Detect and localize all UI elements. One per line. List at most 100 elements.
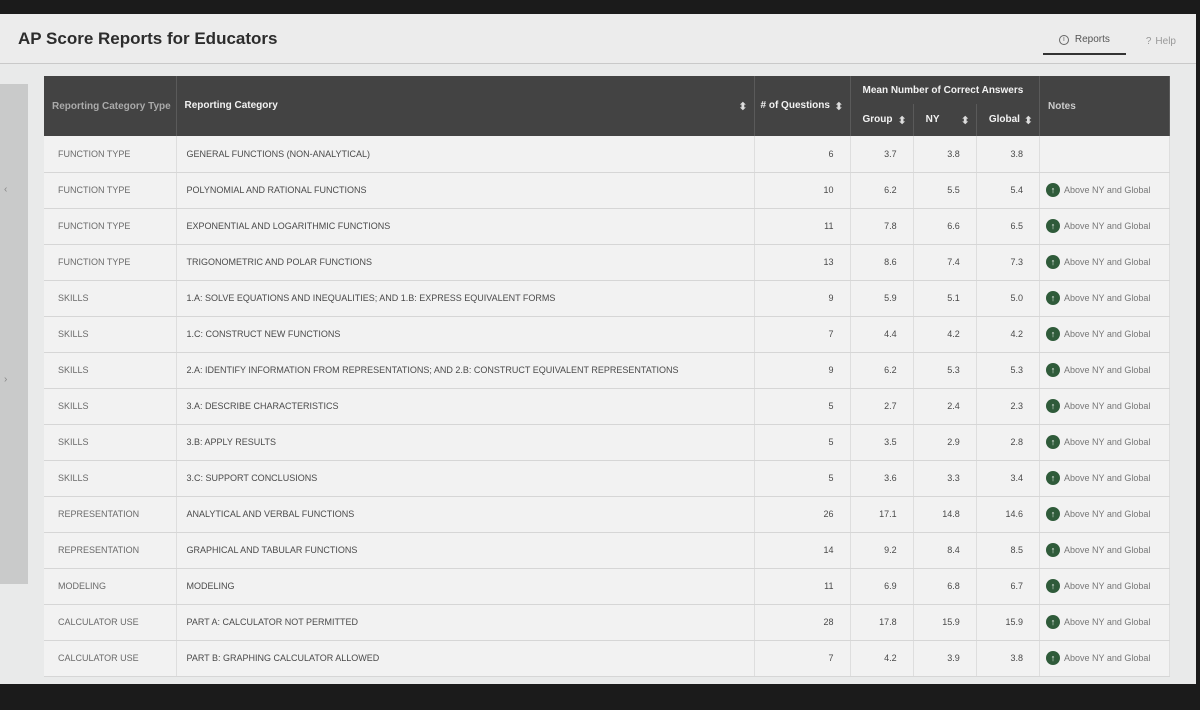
- expand-arrow-icon[interactable]: ›: [4, 374, 8, 385]
- cell-category: 3.C: SUPPORT CONCLUSIONS: [176, 460, 755, 497]
- note-text: Above NY and Global: [1064, 257, 1151, 267]
- arrow-up-circle-icon: ↑: [1046, 435, 1060, 449]
- cell-notes: ↑ Above NY and Global: [1039, 280, 1170, 317]
- cell-group-mean: 3.6: [850, 460, 914, 497]
- note-text: Above NY and Global: [1064, 653, 1151, 663]
- cell-notes: ↑ Above NY and Global: [1039, 460, 1170, 497]
- header-ny[interactable]: NY ⬍: [913, 104, 977, 136]
- cell-ny-mean: 3.8: [913, 136, 977, 173]
- arrow-up-circle-icon: ↑: [1046, 327, 1060, 341]
- sort-icon[interactable]: ⬍: [738, 100, 748, 113]
- cell-category-type: FUNCTION TYPE: [44, 136, 177, 173]
- nav-help-link[interactable]: ? Help: [1146, 36, 1176, 47]
- cell-category-type: FUNCTION TYPE: [44, 244, 177, 281]
- sort-icon[interactable]: ⬍: [1023, 114, 1033, 127]
- cell-group-mean: 17.8: [850, 604, 914, 641]
- table-row: SKILLS 1.C: CONSTRUCT NEW FUNCTIONS 7 4.4 4.…: [44, 316, 1170, 353]
- cell-global-mean: 3.8: [976, 136, 1041, 173]
- cell-ny-mean: 3.9: [913, 640, 977, 677]
- cell-category-type: SKILLS: [44, 352, 177, 389]
- table-row: FUNCTION TYPE GENERAL FUNCTIONS (NON-ANAL…: [44, 136, 1170, 173]
- cell-notes: ↑ Above NY and Global: [1039, 532, 1170, 569]
- cell-ny-mean: 5.3: [913, 352, 977, 389]
- cell-category: MODELING: [176, 568, 755, 605]
- cell-questions: 5: [754, 388, 851, 425]
- sort-icon[interactable]: ⬍: [834, 100, 844, 113]
- cell-global-mean: 2.3: [976, 388, 1041, 425]
- cell-notes: ↑ Above NY and Global: [1039, 208, 1170, 245]
- cell-global-mean: 6.7: [976, 568, 1041, 605]
- cell-questions: 11: [754, 568, 851, 605]
- arrow-up-circle-icon: ↑: [1046, 219, 1060, 233]
- cell-category: GENERAL FUNCTIONS (NON-ANALYTICAL): [176, 136, 755, 173]
- side-panel-strip: ‹ ›: [0, 84, 28, 584]
- arrow-up-circle-icon: ↑: [1046, 399, 1060, 413]
- cell-group-mean: 8.6: [850, 244, 914, 281]
- note-text: Above NY and Global: [1064, 509, 1151, 519]
- cell-global-mean: 5.3: [976, 352, 1041, 389]
- cell-category: PART A: CALCULATOR NOT PERMITTED: [176, 604, 755, 641]
- sort-icon[interactable]: ⬍: [960, 114, 970, 127]
- cell-notes: ↑ Above NY and Global: [1039, 568, 1170, 605]
- cell-group-mean: 3.5: [850, 424, 914, 461]
- cell-notes: ↑ Above NY and Global: [1039, 388, 1170, 425]
- cell-group-mean: 4.2: [850, 640, 914, 677]
- header-group[interactable]: Group ⬍: [850, 104, 914, 136]
- arrow-up-circle-icon: ↑: [1046, 363, 1060, 377]
- header-reporting-category-type[interactable]: Reporting Category Type: [44, 76, 177, 136]
- cell-category-type: REPRESENTATION: [44, 496, 177, 533]
- cell-notes: ↑ Above NY and Global: [1039, 316, 1170, 353]
- cell-global-mean: 14.6: [976, 496, 1041, 533]
- cell-notes: ↑ Above NY and Global: [1039, 496, 1170, 533]
- table-row: SKILLS 2.A: IDENTIFY INFORMATION FROM REP…: [44, 352, 1170, 389]
- cell-global-mean: 3.4: [976, 460, 1041, 497]
- cell-category: 3.B: APPLY RESULTS: [176, 424, 755, 461]
- arrow-up-circle-icon: ↑: [1046, 543, 1060, 557]
- cell-category-type: CALCULATOR USE: [44, 640, 177, 677]
- nav-reports-tab[interactable]: i Reports: [1042, 28, 1126, 55]
- cell-global-mean: 6.5: [976, 208, 1041, 245]
- cell-category: ANALYTICAL AND VERBAL FUNCTIONS: [176, 496, 755, 533]
- cell-ny-mean: 5.1: [913, 280, 977, 317]
- table-row: SKILLS 3.C: SUPPORT CONCLUSIONS 5 3.6 3.3 3.4…: [44, 460, 1170, 497]
- cell-ny-mean: 4.2: [913, 316, 977, 353]
- cell-category-type: FUNCTION TYPE: [44, 172, 177, 209]
- cell-category: PART B: GRAPHING CALCULATOR ALLOWED: [176, 640, 755, 677]
- cell-category-type: SKILLS: [44, 388, 177, 425]
- nav-reports-label: Reports: [1074, 34, 1110, 45]
- header-reporting-category[interactable]: Reporting Category ⬍: [176, 76, 755, 136]
- note-text: Above NY and Global: [1064, 185, 1151, 195]
- cell-notes: ↑ Above NY and Global: [1039, 352, 1170, 389]
- header-num-questions[interactable]: # of Questions ⬍: [754, 76, 851, 136]
- cell-global-mean: 7.3: [976, 244, 1041, 281]
- table-row: CALCULATOR USE PART A: CALCULATOR NOT PER…: [44, 604, 1170, 641]
- arrow-up-circle-icon: ↑: [1046, 579, 1060, 593]
- cell-group-mean: 3.7: [850, 136, 914, 173]
- report-table-container: Reporting Category Type Reporting Catego…: [44, 76, 1170, 677]
- table-row: SKILLS 1.A: SOLVE EQUATIONS AND INEQUALIT…: [44, 280, 1170, 317]
- cell-global-mean: 15.9: [976, 604, 1041, 641]
- cell-category-type: FUNCTION TYPE: [44, 208, 177, 245]
- cell-notes: ↑ Above NY and Global: [1039, 244, 1170, 281]
- sort-icon[interactable]: ⬍: [897, 114, 907, 127]
- arrow-up-circle-icon: ↑: [1046, 183, 1060, 197]
- cell-category-type: SKILLS: [44, 280, 177, 317]
- cell-questions: 28: [754, 604, 851, 641]
- header-global[interactable]: Global ⬍: [976, 104, 1041, 136]
- reporting-category-table: Reporting Category Type Reporting Catego…: [44, 76, 1170, 677]
- top-bar: AP Score Reports for Educators i Reports…: [0, 14, 1196, 64]
- cell-questions: 13: [754, 244, 851, 281]
- cell-notes: ↑ Above NY and Global: [1039, 604, 1170, 641]
- cell-ny-mean: 2.4: [913, 388, 977, 425]
- cell-group-mean: 9.2: [850, 532, 914, 569]
- arrow-up-circle-icon: ↑: [1046, 255, 1060, 269]
- cell-group-mean: 6.9: [850, 568, 914, 605]
- cell-ny-mean: 6.8: [913, 568, 977, 605]
- collapse-arrow-icon[interactable]: ‹: [4, 184, 8, 195]
- cell-category-type: MODELING: [44, 568, 177, 605]
- header-notes: Notes: [1039, 76, 1170, 136]
- note-text: Above NY and Global: [1064, 545, 1151, 555]
- cell-category-type: CALCULATOR USE: [44, 604, 177, 641]
- note-text: Above NY and Global: [1064, 293, 1151, 303]
- table-row: SKILLS 3.A: DESCRIBE CHARACTERISTICS 5 2.7 2…: [44, 388, 1170, 425]
